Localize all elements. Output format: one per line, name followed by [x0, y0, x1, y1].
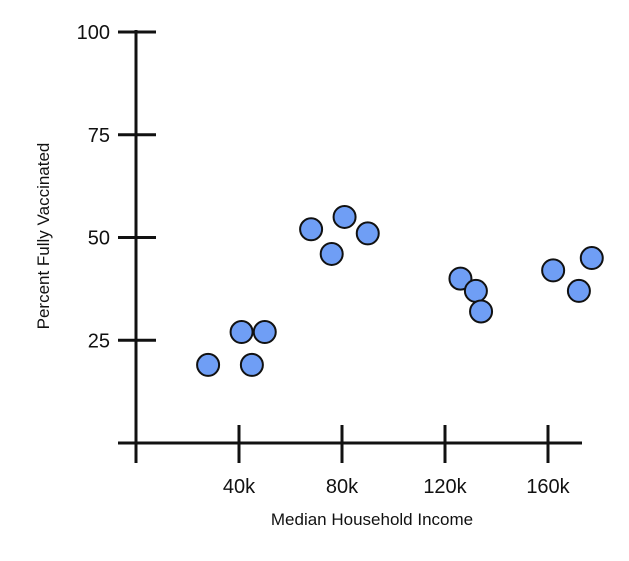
x-tick-label: 160k: [526, 476, 570, 498]
data-point: [319, 241, 344, 266]
data-points: [196, 204, 604, 377]
x-ticks: 40k 80k 120k 160k: [223, 425, 571, 498]
x-tick-label: 120k: [423, 476, 467, 498]
data-point: [299, 217, 324, 242]
y-axis-title: Percent Fully Vaccinated: [34, 143, 53, 330]
data-point: [541, 258, 566, 283]
x-axis-title: Median Household Income: [271, 510, 473, 529]
data-point: [239, 352, 264, 377]
x-tick-label: 80k: [326, 476, 359, 498]
y-tick-label: 50: [88, 228, 110, 250]
data-point: [448, 266, 473, 291]
data-point: [566, 278, 591, 303]
axes: [118, 30, 582, 463]
y-tick-label: 100: [77, 22, 110, 44]
data-point: [579, 246, 604, 271]
data-point: [229, 320, 254, 345]
data-point: [355, 221, 380, 246]
data-point: [469, 299, 494, 324]
data-point: [196, 352, 221, 377]
y-tick-label: 75: [88, 125, 110, 147]
y-tick-label: 25: [88, 330, 110, 352]
data-point: [463, 278, 488, 303]
x-tick-label: 40k: [223, 476, 256, 498]
data-point: [332, 204, 357, 229]
data-point: [252, 320, 277, 345]
y-ticks: 25 50 75 100: [77, 22, 156, 352]
